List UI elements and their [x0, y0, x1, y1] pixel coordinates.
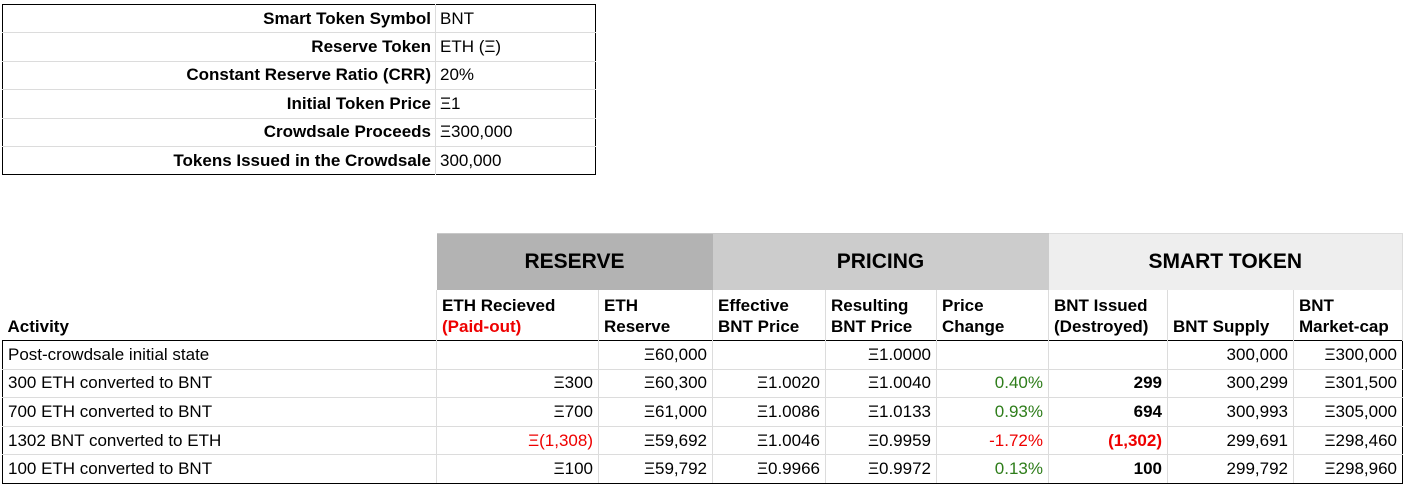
- col-resulting-price-line1: Resulting: [831, 296, 909, 315]
- table-row: 300 ETH converted to BNT Ξ300 Ξ60,300 Ξ1…: [2, 368, 1403, 399]
- col-price-change: Price Change: [936, 289, 1049, 341]
- param-value: ETH (Ξ): [435, 32, 596, 62]
- param-label: Crowdsale Proceeds: [2, 117, 436, 147]
- cell-price-change: 0.13%: [936, 454, 1049, 484]
- param-row: Smart Token Symbol BNT: [2, 4, 596, 33]
- cell-eth-received: [436, 340, 599, 370]
- group-pricing: PRICING: [712, 233, 1049, 290]
- col-effective-price-line1: Effective: [718, 296, 789, 315]
- cell-bnt-issued: [1048, 340, 1168, 370]
- cell-eth-reserve: Ξ60,300: [598, 368, 713, 399]
- cell-eth-received: Ξ100: [436, 454, 599, 484]
- parameters-table: Smart Token Symbol BNT Reserve Token ETH…: [2, 4, 596, 176]
- param-row: Crowdsale Proceeds Ξ300,000: [2, 117, 596, 147]
- cell-activity: Post-crowdsale initial state: [2, 340, 437, 370]
- cell-effective-price: Ξ1.0046: [712, 425, 826, 456]
- col-eth-received-line2: (Paid-out): [442, 317, 522, 336]
- param-label: Smart Token Symbol: [2, 4, 436, 33]
- table-row: 700 ETH converted to BNT Ξ700 Ξ61,000 Ξ1…: [2, 397, 1403, 427]
- table-row: Post-crowdsale initial state Ξ60,000 Ξ1.…: [2, 340, 1403, 370]
- cell-effective-price: [712, 340, 826, 370]
- col-effective-price-line2: BNT Price: [718, 317, 800, 336]
- cell-price-change: [936, 340, 1049, 370]
- cell-eth-received: Ξ300: [436, 368, 599, 399]
- cell-eth-reserve: Ξ61,000: [598, 397, 713, 427]
- param-row: Initial Token Price Ξ1: [2, 89, 596, 119]
- col-bnt-supply: BNT Supply: [1167, 289, 1294, 341]
- cell-resulting-price: Ξ1.0040: [825, 368, 937, 399]
- cell-price-change: 0.40%: [936, 368, 1049, 399]
- col-price-change-line2: Change: [942, 317, 1005, 336]
- cell-activity: 700 ETH converted to BNT: [2, 397, 437, 427]
- col-resulting-price-line2: BNT Price: [831, 317, 913, 336]
- col-eth-reserve-line1: ETH: [604, 296, 638, 315]
- cell-market-cap: Ξ301,500: [1293, 368, 1403, 399]
- param-label: Reserve Token: [2, 32, 436, 62]
- cell-eth-reserve: Ξ59,792: [598, 454, 713, 484]
- cell-bnt-supply: 300,299: [1167, 368, 1294, 399]
- cell-market-cap: Ξ298,960: [1293, 454, 1403, 484]
- param-row: Reserve Token ETH (Ξ): [2, 32, 596, 62]
- param-value: Ξ1: [435, 89, 596, 119]
- cell-bnt-supply: 299,691: [1167, 425, 1294, 456]
- cell-activity: 1302 BNT converted to ETH: [2, 425, 437, 456]
- cell-effective-price: Ξ0.9966: [712, 454, 826, 484]
- cell-eth-received: Ξ700: [436, 397, 599, 427]
- group-reserve: RESERVE: [436, 233, 713, 290]
- param-value: BNT: [440, 8, 474, 28]
- param-value: Ξ300,000: [435, 117, 596, 147]
- col-eth-received-line1: ETH Recieved: [442, 296, 556, 315]
- activity-table: RESERVE PRICING SMART TOKEN Activity ETH…: [2, 233, 1403, 484]
- group-spacer: [3, 234, 437, 290]
- cell-resulting-price: Ξ0.9959: [825, 425, 937, 456]
- cell-activity: 100 ETH converted to BNT: [2, 454, 437, 484]
- table-row: 1302 BNT converted to ETH Ξ(1,308) Ξ59,6…: [2, 425, 1403, 456]
- col-resulting-price: Resulting BNT Price: [825, 289, 937, 341]
- cell-bnt-supply: 300,000: [1167, 340, 1294, 370]
- group-header-row: RESERVE PRICING SMART TOKEN: [3, 233, 1403, 290]
- group-smart-token: SMART TOKEN: [1048, 233, 1403, 290]
- cell-bnt-issued: 694: [1048, 397, 1168, 427]
- cell-effective-price: Ξ1.0020: [712, 368, 826, 399]
- cell-bnt-supply: 300,993: [1167, 397, 1294, 427]
- col-bnt-issued: BNT Issued (Destroyed): [1048, 289, 1168, 341]
- col-price-change-line1: Price: [942, 296, 984, 315]
- column-header-row: Activity ETH Recieved (Paid-out) ETH Res…: [3, 289, 1403, 341]
- cell-activity: 300 ETH converted to BNT: [2, 368, 437, 399]
- col-market-cap-line2: Market-cap: [1299, 317, 1389, 336]
- param-row: Constant Reserve Ratio (CRR) 20%: [2, 60, 596, 90]
- cell-bnt-issued: (1,302): [1048, 425, 1168, 456]
- cell-eth-reserve: Ξ60,000: [598, 340, 713, 370]
- cell-eth-received: Ξ(1,308): [436, 425, 599, 456]
- param-label: Initial Token Price: [2, 89, 436, 119]
- col-bnt-issued-line1: BNT Issued: [1054, 296, 1148, 315]
- cell-bnt-supply: 299,792: [1167, 454, 1294, 484]
- param-row: Tokens Issued in the Crowdsale 300,000: [2, 145, 596, 175]
- cell-bnt-issued: 299: [1048, 368, 1168, 399]
- param-value: 300,000: [435, 145, 596, 175]
- cell-effective-price: Ξ1.0086: [712, 397, 826, 427]
- cell-price-change: 0.93%: [936, 397, 1049, 427]
- param-label: Tokens Issued in the Crowdsale: [2, 145, 436, 175]
- col-bnt-issued-line2: (Destroyed): [1054, 317, 1149, 336]
- param-value: 20%: [435, 60, 596, 90]
- cell-price-change: -1.72%: [936, 425, 1049, 456]
- col-market-cap: BNT Market-cap: [1293, 289, 1403, 341]
- col-eth-received: ETH Recieved (Paid-out): [436, 289, 599, 341]
- cell-market-cap: Ξ298,460: [1293, 425, 1403, 456]
- cell-bnt-issued: 100: [1048, 454, 1168, 484]
- col-eth-reserve: ETH Reserve: [598, 289, 713, 341]
- col-effective-price: Effective BNT Price: [712, 289, 826, 341]
- col-market-cap-line1: BNT: [1299, 296, 1334, 315]
- cell-market-cap: Ξ305,000: [1293, 397, 1403, 427]
- cell-resulting-price: Ξ0.9972: [825, 454, 937, 484]
- col-eth-reserve-line2: Reserve: [604, 317, 671, 336]
- cell-resulting-price: Ξ1.0000: [825, 340, 937, 370]
- col-activity: Activity: [7, 317, 69, 336]
- table-row: 100 ETH converted to BNT Ξ100 Ξ59,792 Ξ0…: [2, 454, 1403, 484]
- cell-market-cap: Ξ300,000: [1293, 340, 1403, 370]
- param-label: Constant Reserve Ratio (CRR): [2, 60, 436, 90]
- cell-resulting-price: Ξ1.0133: [825, 397, 937, 427]
- cell-eth-reserve: Ξ59,692: [598, 425, 713, 456]
